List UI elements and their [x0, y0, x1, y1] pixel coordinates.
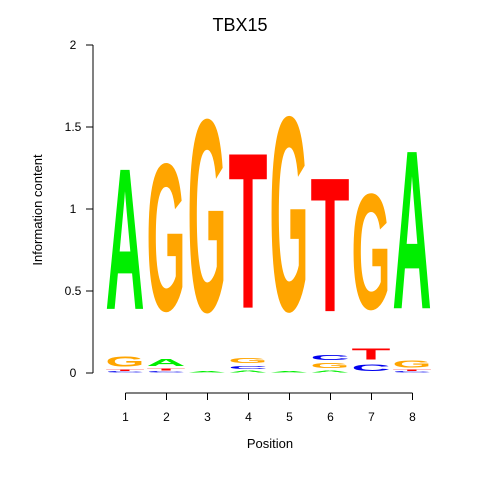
logo-letter-C: C — [311, 353, 350, 361]
logo-letter-T: T — [352, 345, 391, 363]
logo-letter-T: T — [311, 139, 350, 352]
x-tick-label: 5 — [286, 410, 293, 424]
x-tick-label: 3 — [204, 410, 211, 424]
chart-title: TBX15 — [212, 15, 267, 35]
x-axis-label: Position — [247, 436, 293, 451]
logo-letter-G: G — [311, 362, 350, 370]
x-tick-label: 4 — [245, 410, 252, 424]
y-tick-label: 1 — [70, 202, 77, 216]
logo-letter-C: C — [229, 365, 268, 370]
logo-letter-G: G — [229, 357, 268, 365]
y-axis-label: Information content — [30, 154, 45, 266]
y-tick-label: 1.5 — [65, 120, 82, 134]
logo-letter-C: C — [393, 371, 432, 373]
x-axis: 1 2 3 4 5 6 7 8 — [122, 392, 416, 424]
y-tick-label: 0 — [70, 366, 77, 380]
x-tick-label: 8 — [409, 410, 416, 424]
y-tick-label: 2 — [70, 38, 77, 52]
logo-letter-G: G — [393, 358, 432, 370]
logo-letter-A: A — [270, 371, 309, 373]
x-tick-label: 6 — [327, 410, 334, 424]
logo-letter-T: T — [106, 370, 146, 372]
logo-letter-A: A — [188, 371, 227, 373]
logo-letter-C: C — [106, 371, 145, 373]
logo-letter-A: A — [393, 103, 432, 356]
logo-letter-G: G — [106, 353, 145, 369]
y-tick-label: 0.5 — [65, 284, 82, 298]
logo-letter-G: G — [147, 120, 186, 355]
x-tick-label: 7 — [368, 410, 375, 424]
logo-letter-A: A — [106, 127, 145, 352]
logo-letter-C: C — [147, 371, 186, 373]
logo-letter-G: G — [352, 158, 391, 343]
logo-letter-T: T — [147, 368, 187, 371]
logo-letter-C: C — [352, 363, 391, 373]
x-tick-label: 2 — [163, 410, 170, 424]
logo-letter-A: A — [229, 370, 268, 373]
logo-letter-T: T — [393, 370, 433, 372]
logo-letter-A: A — [147, 357, 186, 368]
logo-letter-G: G — [188, 62, 227, 369]
logo-letter-T: T — [229, 106, 268, 355]
logo-letter-A: A — [311, 370, 350, 373]
y-axis: 0 0.5 1 1.5 2 — [65, 38, 94, 380]
x-tick-label: 1 — [122, 410, 129, 424]
logo-letter-G: G — [270, 60, 309, 370]
